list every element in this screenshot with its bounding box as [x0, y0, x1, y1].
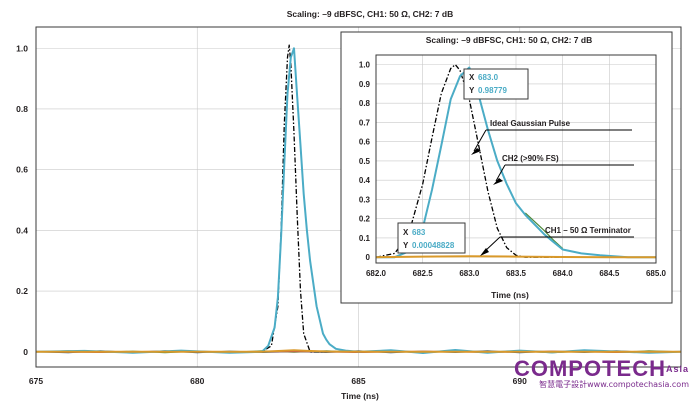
cursor-readout-peak: X 683.0 Y 0.98779: [463, 68, 529, 100]
x-tick-label: 683.0: [459, 269, 480, 278]
y-tick-label: 0.8: [16, 104, 28, 114]
y-tick-label: 1.0: [16, 43, 28, 53]
y-tick-label: 0.2: [359, 215, 371, 224]
x-tick-label: 690: [513, 376, 527, 386]
inset-x-tick-labels: 682.0 682.5 683.0 683.5 684.0 684.5 685.0: [366, 269, 667, 278]
y-tick-label: 0: [366, 253, 371, 262]
watermark-brand: COMPOTECH: [513, 356, 666, 381]
y-tick-label: 0.8: [359, 99, 371, 108]
x-tick-label: 683.5: [506, 269, 527, 278]
main-x-tick-labels: 675 680 685 690: [29, 376, 527, 386]
annotation-leaders: [471, 129, 634, 256]
y-tick-label: 0.4: [359, 176, 371, 185]
cursor-x-label: X: [469, 73, 475, 82]
y-tick-label: 0.7: [359, 118, 371, 127]
series-line: [375, 255, 656, 259]
y-tick-label: 1.0: [359, 61, 371, 70]
x-tick-label: 675: [29, 376, 43, 386]
y-tick-label: 0.1: [359, 234, 371, 243]
y-tick-label: 0: [23, 347, 28, 357]
x-tick-label: 680: [190, 376, 204, 386]
cursor-x-value: 683.0: [478, 73, 499, 82]
x-tick-label: 685.0: [646, 269, 667, 278]
series-line: [376, 66, 656, 259]
y-tick-label: 0.5: [359, 157, 371, 166]
main-plot-frame: [35, 26, 682, 368]
y-tick-label: 0.9: [359, 80, 371, 89]
annotation-ch2: CH2 (>90% FS): [502, 154, 559, 163]
y-tick-label: 0.4: [16, 225, 28, 235]
inset-plot-frame: [375, 54, 657, 264]
series-line: [375, 63, 656, 258]
cursor-y-value: 0.00048828: [412, 241, 455, 250]
cursor-y-value: 0.98779: [478, 86, 507, 95]
watermark-logo: COMPOTECHAsia 智慧電子設計www.compotechasia.co…: [514, 358, 689, 390]
x-tick-label: 684.5: [599, 269, 620, 278]
x-tick-label: 685: [351, 376, 365, 386]
annotation-ideal-gaussian: Ideal Gaussian Pulse: [490, 119, 571, 128]
main-chart-title: Scaling: –9 dBFSC, CH1: 50 Ω, CH2: 7 dB: [287, 9, 453, 19]
watermark-subtitle: 智慧電子設計www.compotechasia.com: [539, 380, 689, 389]
main-series-group: [35, 44, 682, 354]
annotation-ch1: CH1 – 50 Ω Terminator: [545, 226, 631, 235]
inset-y-tick-labels: 0 0.1 0.2 0.3 0.4 0.5 0.6 0.7 0.8 0.9 1.0: [359, 61, 371, 263]
cursor-x-label: X: [403, 228, 409, 237]
cursor-x-value: 683: [412, 228, 426, 237]
x-tick-label: 682.0: [366, 269, 387, 278]
inset-series-group: [375, 63, 656, 259]
cursor-y-label: Y: [469, 86, 475, 95]
inset-chart-title: Scaling: –9 dBFSC, CH1: 50 Ω, CH2: 7 dB: [426, 35, 592, 45]
main-y-tick-labels: 0 0.2 0.4 0.6 0.8 1.0: [16, 43, 28, 357]
series-line: [524, 212, 564, 250]
y-tick-label: 0.6: [16, 165, 28, 175]
watermark-superscript: Asia: [665, 364, 689, 374]
main-x-axis-label: Time (ns): [341, 391, 379, 401]
cursor-readout-baseline: X 683 Y 0.00048828: [397, 222, 466, 254]
y-tick-label: 0.3: [359, 195, 371, 204]
inset-x-axis-label: Time (ns): [491, 290, 529, 300]
cursor-y-label: Y: [403, 241, 409, 250]
x-tick-label: 682.5: [413, 269, 434, 278]
y-tick-label: 0.2: [16, 286, 28, 296]
x-tick-label: 684.0: [553, 269, 574, 278]
series-line: [36, 349, 681, 353]
y-tick-label: 0.6: [359, 138, 371, 147]
